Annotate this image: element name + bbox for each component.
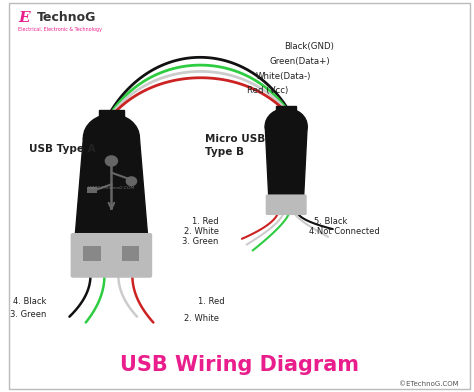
Polygon shape: [265, 126, 307, 196]
Bar: [83, 246, 101, 261]
Text: 2. White: 2. White: [183, 314, 219, 323]
Text: White(Data-): White(Data-): [256, 72, 311, 81]
Text: 5. Black: 5. Black: [314, 217, 347, 226]
Text: E: E: [18, 11, 30, 25]
Polygon shape: [99, 111, 124, 138]
FancyBboxPatch shape: [265, 194, 307, 215]
Circle shape: [105, 156, 118, 166]
Text: Red (Vcc): Red (Vcc): [246, 85, 288, 94]
Text: Electrical, Electronic & Technology: Electrical, Electronic & Technology: [18, 27, 102, 32]
Text: 3. Green: 3. Green: [10, 310, 46, 319]
Text: USB Wiring Diagram: USB Wiring Diagram: [120, 355, 359, 375]
FancyBboxPatch shape: [71, 233, 152, 278]
Text: Micro USB
Type B: Micro USB Type B: [205, 134, 265, 157]
Bar: [122, 246, 139, 261]
Polygon shape: [75, 138, 147, 235]
Circle shape: [83, 114, 139, 161]
Circle shape: [265, 109, 307, 143]
Text: 3. Green: 3. Green: [182, 238, 219, 247]
Text: WWW.ETechnoG.COM: WWW.ETechnoG.COM: [88, 186, 135, 190]
Text: USB Type A: USB Type A: [29, 144, 96, 154]
Polygon shape: [276, 107, 296, 126]
Circle shape: [126, 177, 137, 185]
Bar: [87, 187, 98, 193]
Text: Black(GND): Black(GND): [284, 42, 334, 51]
Text: TechnoG: TechnoG: [37, 11, 96, 24]
Text: ©ETechnoG.COM: ©ETechnoG.COM: [399, 381, 459, 387]
Text: 4.Not Connected: 4.Not Connected: [310, 227, 380, 236]
Text: 1. Red: 1. Red: [198, 298, 224, 307]
Text: 4. Black: 4. Black: [13, 298, 46, 307]
Text: 1. Red: 1. Red: [192, 217, 219, 226]
Text: Green(Data+): Green(Data+): [270, 57, 330, 66]
Text: 2. White: 2. White: [183, 227, 219, 236]
